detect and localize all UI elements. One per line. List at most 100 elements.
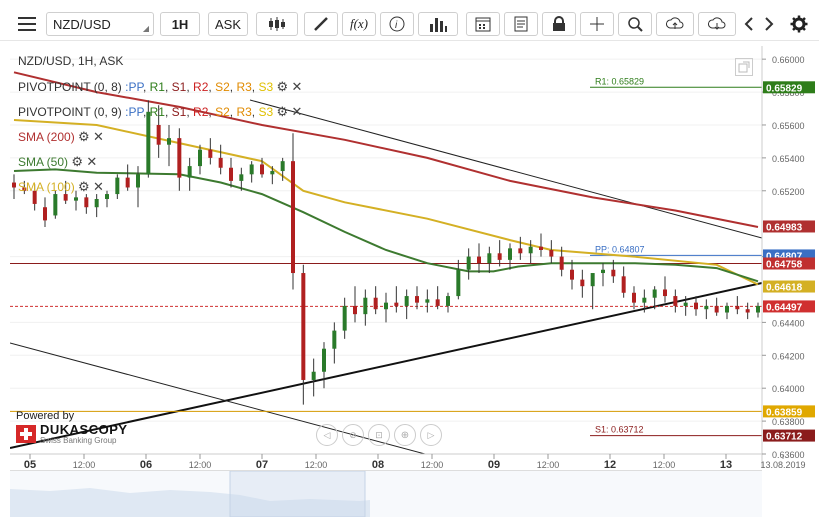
x-tick-label: 09 xyxy=(488,459,500,471)
x-tick-label: 06 xyxy=(140,459,152,471)
sma200-label: SMA (200) xyxy=(18,130,75,144)
time-axis: 05 12:00 06 12:00 07 12:00 08 12:00 09 12:00 12 12:… xyxy=(10,453,806,471)
price-tag xyxy=(763,249,815,262)
candle-body xyxy=(404,296,409,306)
instrument-selector[interactable]: NZD/USD ◢ xyxy=(46,12,154,36)
draw-pen-icon[interactable] xyxy=(304,12,338,36)
candle-body xyxy=(539,246,543,250)
popout-icon[interactable] xyxy=(735,58,753,76)
swiss-cross-icon xyxy=(16,425,36,443)
candle-body xyxy=(549,250,554,257)
crosshair-icon[interactable] xyxy=(580,12,614,36)
x-tick-label: 12:00 xyxy=(73,460,96,470)
candlesticks xyxy=(12,100,760,405)
brand-name: DUKASCOPY xyxy=(40,422,128,437)
settings-gear-icon[interactable] xyxy=(788,12,810,36)
volume-bars-icon[interactable] xyxy=(418,12,458,36)
function-icon[interactable]: f(x) xyxy=(342,12,376,36)
calendar-icon[interactable] xyxy=(466,12,500,36)
close-icon[interactable]: ✕ xyxy=(93,179,104,194)
step-back-icon[interactable]: ⊘ xyxy=(342,424,364,446)
fit-icon[interactable]: ⊡ xyxy=(368,424,390,446)
candle-body xyxy=(694,302,698,310)
candle-body xyxy=(673,296,678,306)
arrow-left-icon[interactable] xyxy=(740,12,758,36)
download-cloud-icon[interactable] xyxy=(698,12,736,36)
fx-label: f(x) xyxy=(349,16,369,31)
close-icon[interactable]: ✕ xyxy=(291,79,303,94)
sma100-label: SMA (100) xyxy=(18,180,75,194)
dukascopy-logo: DUKASCOPY Swiss Banking Group xyxy=(16,423,128,445)
gear-icon[interactable]: ⚙ xyxy=(71,154,84,169)
candle-body xyxy=(466,256,471,270)
candle-body xyxy=(301,273,306,380)
close-icon[interactable]: ✕ xyxy=(93,129,104,144)
candle-body xyxy=(590,273,595,287)
candle-body xyxy=(725,305,729,313)
price-tag xyxy=(763,220,815,233)
price-tag-label: 0.63859 xyxy=(766,407,803,418)
candle-body xyxy=(446,296,450,306)
pivot2-legend[interactable]: PIVOTPOINT (0, 9) :PP, R1, S1, R2, S2, R… xyxy=(18,104,303,119)
candle-body xyxy=(146,111,151,175)
candle-body xyxy=(43,207,47,221)
candle-body xyxy=(559,256,564,270)
lock-icon[interactable] xyxy=(542,12,576,36)
report-icon[interactable] xyxy=(504,12,538,36)
sma-line xyxy=(13,71,759,228)
info-icon[interactable]: i xyxy=(380,12,414,36)
price-tag-label: 0.64983 xyxy=(766,222,803,233)
rewind-icon[interactable]: ◁ xyxy=(316,424,338,446)
y-tick-label: 0.65400 xyxy=(772,154,805,164)
candle-body xyxy=(363,297,368,315)
x-tick-label: 07 xyxy=(256,459,268,471)
side-selector[interactable]: ASK xyxy=(208,12,248,36)
period-selector[interactable]: 1H xyxy=(160,12,200,36)
arrow-right-icon[interactable] xyxy=(760,12,778,36)
sma50-legend[interactable]: SMA (50) ⚙ ✕ xyxy=(18,154,97,170)
price-tag xyxy=(763,300,815,313)
zoom-icon[interactable] xyxy=(618,12,652,36)
upload-cloud-icon[interactable] xyxy=(656,12,694,36)
pivot1-legend[interactable]: PIVOTPOINT (0, 8) :PP, R1, S1, R2, S2, R… xyxy=(18,79,303,94)
level-label-r1: R1: 0.65829 xyxy=(595,76,644,86)
level-label-s1: S1: 0.63712 xyxy=(595,425,644,435)
sma200-legend[interactable]: SMA (200) ⚙ ✕ xyxy=(18,129,104,145)
powered-by: Powered by xyxy=(16,410,75,422)
pivot2-s3: S3 xyxy=(258,105,274,119)
close-icon[interactable]: ✕ xyxy=(86,154,98,169)
close-icon[interactable]: ✕ xyxy=(291,104,303,119)
gear-icon[interactable]: ⚙ xyxy=(276,104,289,119)
gear-icon[interactable]: ⚙ xyxy=(78,179,90,194)
candle-type-icon[interactable] xyxy=(256,12,298,36)
x-tick-label: 13.08.2019 xyxy=(760,460,805,470)
candle-body xyxy=(611,269,616,277)
candle-body xyxy=(756,305,760,313)
price-tag-label: 0.64497 xyxy=(766,302,803,313)
zoom-in-icon[interactable]: ⊕ xyxy=(394,424,416,446)
hamburger-menu-icon[interactable] xyxy=(10,12,44,36)
candle-body xyxy=(208,149,213,158)
candle-body xyxy=(229,167,233,181)
price-tag xyxy=(763,405,815,418)
candle-body xyxy=(373,297,378,310)
x-tick-label: 12:00 xyxy=(653,460,676,470)
pivot1-s3: S3 xyxy=(258,80,274,94)
chart-nav-buttons: ◁ ⊘ ⊡ ⊕ ▷ xyxy=(316,424,442,446)
y-tick-label: 0.64000 xyxy=(772,384,805,394)
navigator-strip[interactable] xyxy=(10,470,762,518)
candle-body xyxy=(53,194,58,216)
sma100-legend[interactable]: SMA (100) ⚙ ✕ xyxy=(18,179,104,195)
trend-lines xyxy=(10,99,762,454)
sma50-label: SMA (50) xyxy=(18,155,69,169)
gear-icon[interactable]: ⚙ xyxy=(78,129,90,144)
play-icon[interactable]: ▷ xyxy=(420,424,442,446)
pivot2-pp: :PP xyxy=(125,105,143,119)
x-tick-label: 12:00 xyxy=(421,460,444,470)
dropdown-corner-icon: ◢ xyxy=(142,24,149,33)
gear-icon[interactable]: ⚙ xyxy=(276,79,289,94)
pivot1-r3: R3 xyxy=(236,80,252,94)
candle-body xyxy=(115,177,120,195)
pivot1-r1: R1 xyxy=(149,80,165,94)
